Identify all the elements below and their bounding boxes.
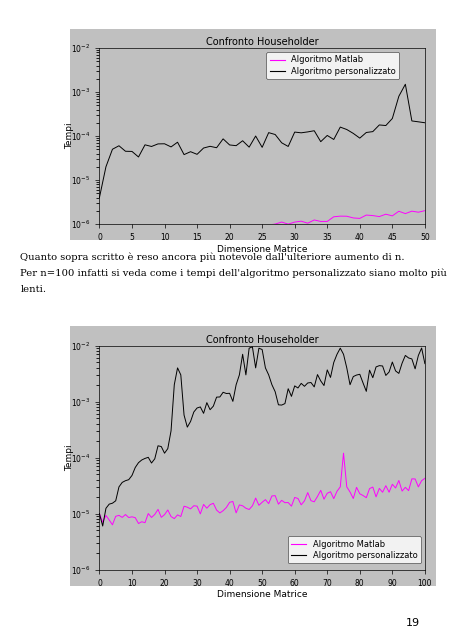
- Text: Per n=100 infatti si veda come i tempi dell'algoritmo personalizzato siano molto: Per n=100 infatti si veda come i tempi d…: [20, 269, 446, 278]
- Y-axis label: Tempi: Tempi: [65, 444, 74, 471]
- Text: Quanto sopra scritto è reso ancora più notevole dall'ulteriore aumento di n.: Quanto sopra scritto è reso ancora più n…: [20, 253, 404, 262]
- X-axis label: Dimensione Matrice: Dimensione Matrice: [216, 591, 307, 600]
- X-axis label: Dimensione Matrice: Dimensione Matrice: [216, 245, 307, 254]
- Text: lenti.: lenti.: [20, 285, 46, 294]
- Title: Confronto Householder: Confronto Householder: [205, 335, 318, 345]
- Text: 19: 19: [405, 618, 419, 628]
- Title: Confronto Householder: Confronto Householder: [205, 37, 318, 47]
- Y-axis label: Tempi: Tempi: [65, 123, 74, 149]
- Legend: Algoritmo Matlab, Algoritmo personalizzato: Algoritmo Matlab, Algoritmo personalizza…: [287, 536, 420, 563]
- Legend: Algoritmo Matlab, Algoritmo personalizzato: Algoritmo Matlab, Algoritmo personalizza…: [266, 52, 399, 79]
